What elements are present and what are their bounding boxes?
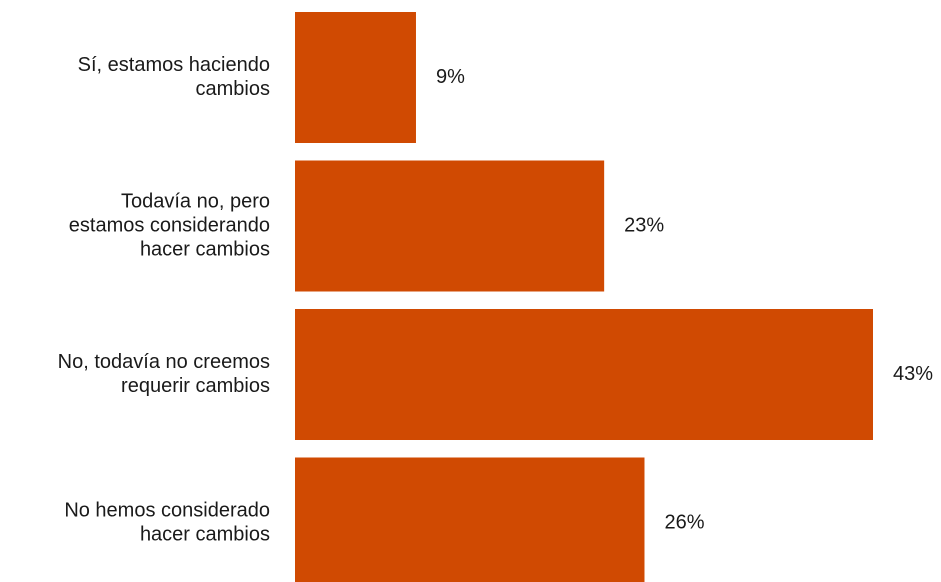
bar-1 <box>295 12 416 143</box>
bar-3 <box>295 309 873 440</box>
category-label-line: estamos considerando <box>69 214 270 236</box>
category-label-line: No, todavía no creemos <box>58 351 270 373</box>
value-label-4: 26% <box>664 511 704 533</box>
category-label-3: No, todavía no creemos requerir cambios <box>58 351 270 397</box>
value-label-2: 23% <box>624 214 664 236</box>
category-label-line: cambios <box>196 78 270 100</box>
category-label-line: No hemos considerado <box>64 499 270 521</box>
category-labels: Sí, estamos haciendo cambios Todavía no, p… <box>58 54 270 546</box>
category-label-2: Todavía no, pero estamos considerando hace… <box>69 190 270 260</box>
bar-4 <box>295 457 645 582</box>
category-label-4: No hemos considerado hacer cambios <box>64 499 270 545</box>
value-labels: 9% 23% 43% 26% <box>436 66 933 534</box>
category-label-line: requerir cambios <box>121 375 270 397</box>
category-label-1: Sí, estamos haciendo cambios <box>78 54 270 100</box>
category-label-line: hacer cambios <box>140 523 270 545</box>
category-label-line: hacer cambios <box>140 238 270 260</box>
category-label-line: Todavía no, pero <box>121 190 270 212</box>
category-label-line: Sí, estamos haciendo <box>78 54 270 76</box>
value-label-1: 9% <box>436 66 465 88</box>
value-label-3: 43% <box>893 363 933 385</box>
bar-2 <box>295 160 605 292</box>
bars-group <box>295 12 873 582</box>
